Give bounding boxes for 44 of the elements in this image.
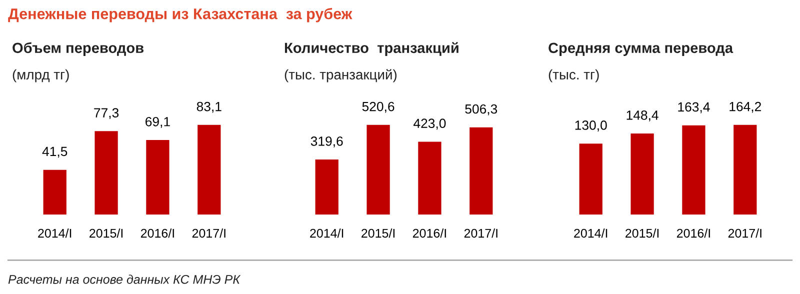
bar [315, 160, 338, 215]
text: Расчеты на основе данных КС МНЭ РК [8, 274, 241, 284]
chart-subtitle: (тыс. тг) [548, 69, 599, 82]
data-label: 83,1 [196, 102, 222, 113]
x-tick-label: 2017/I [192, 228, 226, 238]
chart-title: Количество транзакций [284, 42, 458, 56]
bar [418, 142, 442, 215]
data-label: 130,0 [575, 120, 607, 132]
bar [579, 144, 602, 215]
bar [682, 125, 706, 215]
data-label: 319,6 [310, 136, 343, 148]
bar [43, 170, 66, 215]
data-label: 148,4 [626, 110, 658, 122]
bar [366, 124, 390, 215]
bar [146, 140, 170, 215]
x-tick-label: 2016/I [676, 228, 710, 238]
x-tick-label: 2015/I [90, 228, 123, 238]
bar [734, 124, 757, 215]
x-tick-label: 2016/I [412, 228, 446, 238]
bar [198, 124, 221, 215]
x-tick-label: 2014/I [574, 228, 608, 238]
x-tick-label: 2015/I [362, 228, 395, 238]
x-tick-label: 2017/I [464, 228, 498, 238]
bar [630, 134, 654, 215]
chart-title: Объем переводов [12, 42, 144, 56]
data-label: 423,0 [414, 118, 446, 130]
data-label: 77,3 [94, 108, 119, 120]
data-label: 69,1 [146, 116, 170, 128]
x-tick-label: 2014/I [38, 228, 72, 238]
chart-title: Средняя сумма перевода [548, 42, 734, 56]
chart-subtitle: (тыс. транзакций) [284, 69, 397, 82]
data-label: 164,2 [730, 102, 761, 113]
bar [470, 127, 493, 215]
data-label: 520,6 [362, 102, 394, 113]
chart-subtitle: (млрд тг) [12, 69, 69, 82]
x-tick-label: 2016/I [140, 228, 174, 238]
x-tick-label: 2015/I [626, 228, 659, 238]
x-tick-label: 2017/I [728, 228, 762, 238]
data-label: 506,3 [465, 104, 498, 116]
x-tick-label: 2014/I [310, 228, 344, 238]
bar [94, 131, 118, 215]
data-label: 41,5 [42, 146, 68, 158]
text: Денежные переводы из Казахстана за рубеж [8, 8, 352, 22]
data-label: 163,4 [678, 102, 710, 114]
